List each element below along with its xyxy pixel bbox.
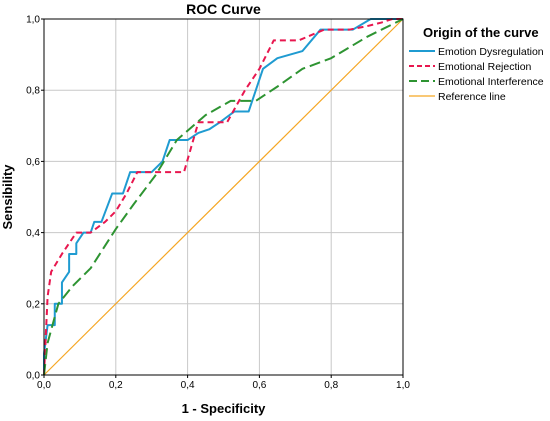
- legend-title: Origin of the curve: [423, 25, 539, 40]
- legend-item-1: Emotional Rejection: [438, 61, 532, 73]
- series-line-0: [43, 18, 403, 375]
- plot-frame: [43, 18, 404, 376]
- y-tick-label: 0,0: [26, 371, 40, 382]
- y-tick-label: 1,0: [26, 15, 40, 26]
- x-tick-label: 0,4: [181, 380, 195, 391]
- legend-item-2: Emotional Interference: [438, 76, 544, 88]
- series-line-3: [43, 18, 404, 376]
- x-tick-label: 0,6: [252, 380, 266, 391]
- chart-title: ROC Curve: [186, 1, 261, 17]
- series-lines: [43, 18, 404, 376]
- x-tick-label: 1,0: [396, 380, 410, 391]
- legend: Origin of the curve Emotion Dysregulatio…: [409, 25, 544, 103]
- x-axis-label: 1 - Specificity: [182, 401, 267, 416]
- y-tick-label: 0,8: [26, 86, 40, 97]
- legend-item-3: Reference line: [438, 91, 506, 103]
- x-tick-label: 0,8: [324, 380, 338, 391]
- x-tick-label: 0,0: [37, 380, 51, 391]
- y-tick-label: 0,4: [26, 228, 40, 239]
- legend-item-0: Emotion Dysregulation: [438, 46, 544, 58]
- x-tick-label: 0,2: [109, 380, 123, 391]
- y-tick-label: 0,6: [26, 157, 40, 168]
- y-axis-label: Sensibility: [0, 164, 15, 230]
- tick-labels: 0,0 0,2 0,4 0,6 0,8 1,0 0,0 0,2 0,4 0,6 0,8 1,0: [26, 15, 410, 392]
- series-line-1: [43, 18, 403, 376]
- y-tick-label: 0,2: [26, 299, 40, 310]
- grid-lines: [44, 19, 403, 375]
- series-line-2: [43, 18, 404, 376]
